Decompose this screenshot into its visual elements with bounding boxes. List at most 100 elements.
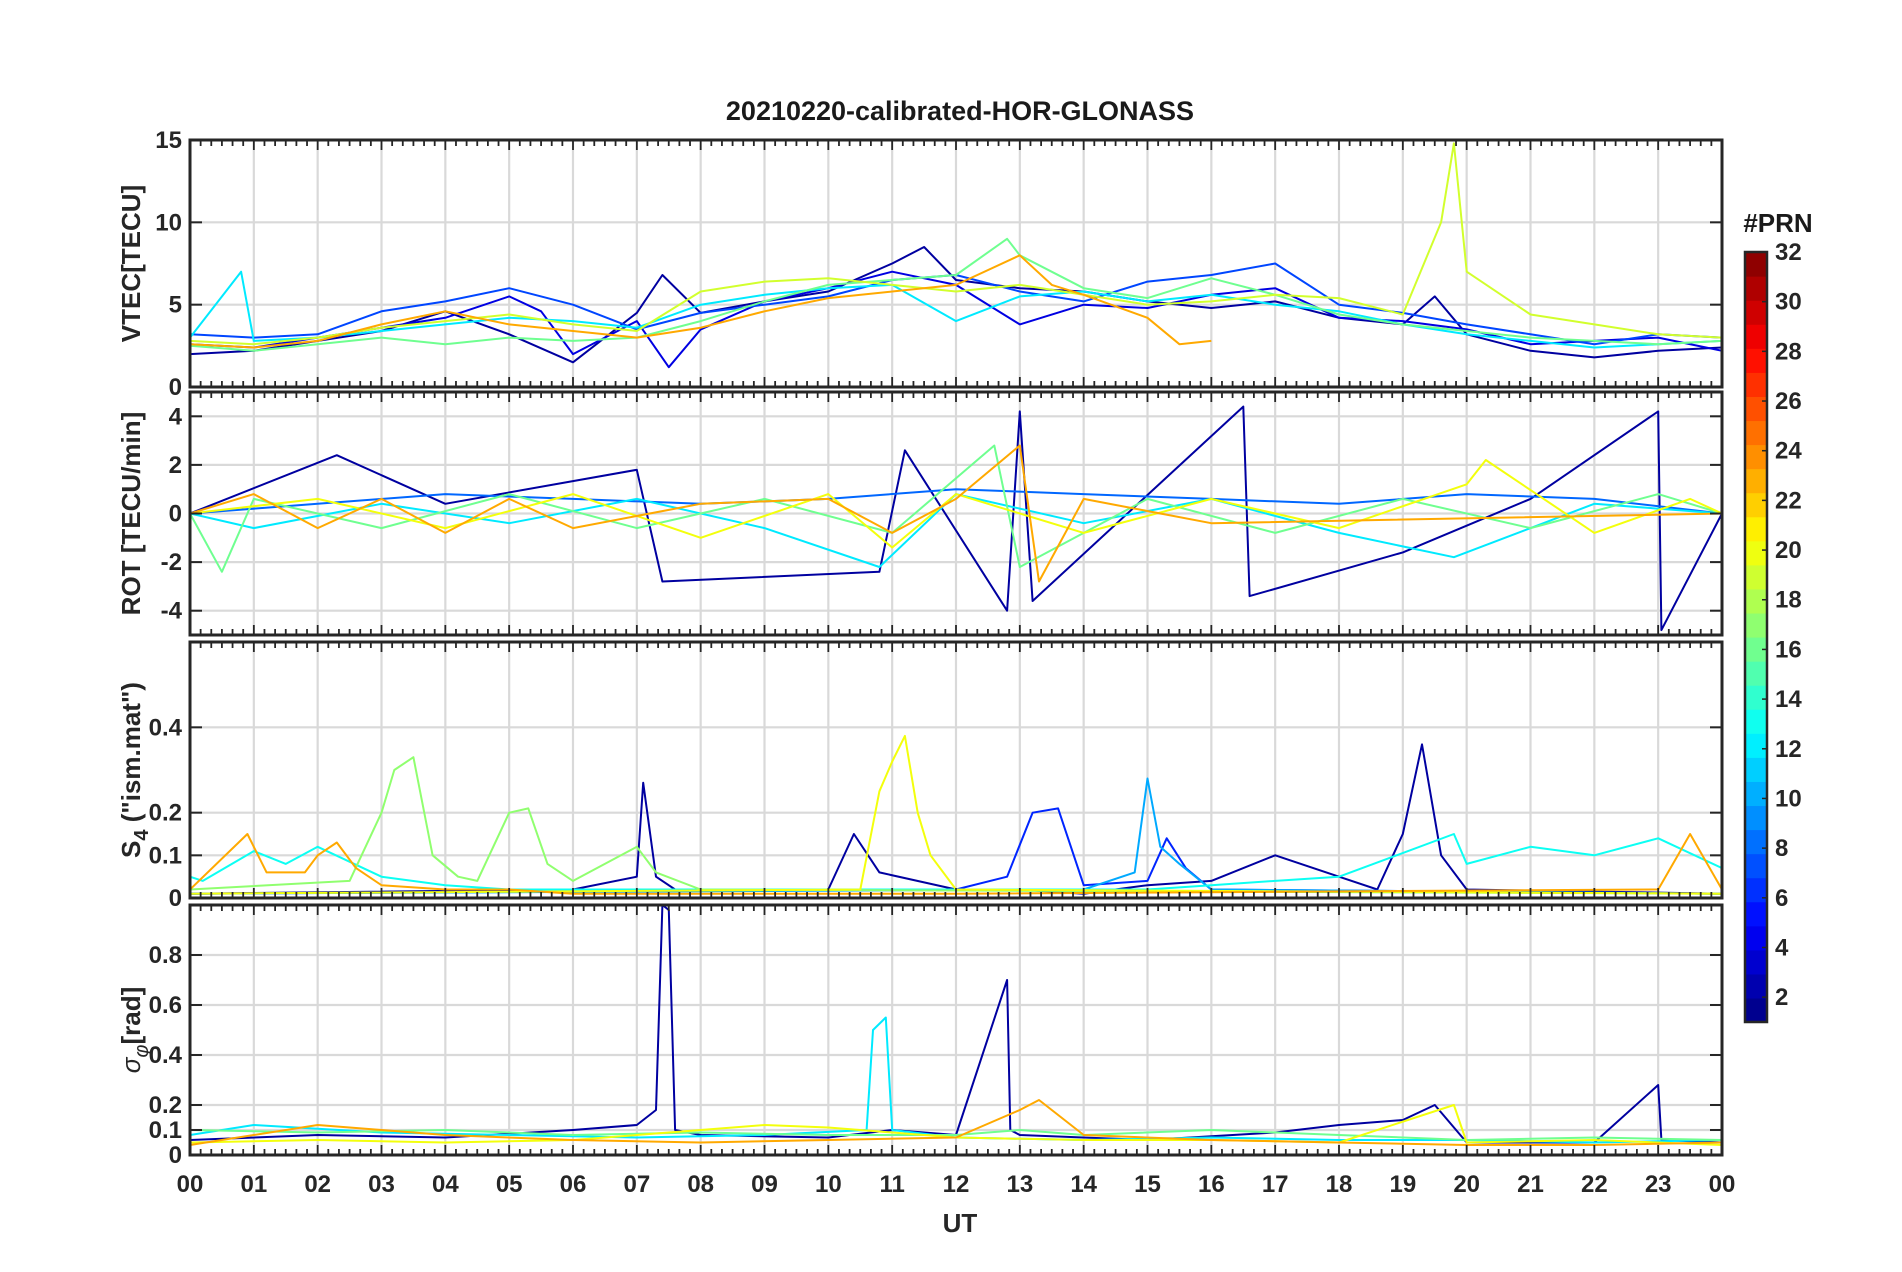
x-tick-label: 03 bbox=[368, 1171, 395, 1198]
colorbar-title: #PRN bbox=[1743, 208, 1812, 238]
colorbar-tick-label: 2 bbox=[1775, 984, 1788, 1011]
x-tick-label: 17 bbox=[1262, 1171, 1289, 1198]
panel-frame bbox=[188, 903, 1724, 1157]
colorbar-tick-label: 28 bbox=[1775, 338, 1802, 365]
y-tick-label: 15 bbox=[155, 127, 182, 154]
x-tick-label: 16 bbox=[1198, 1171, 1225, 1198]
colorbar-segment bbox=[1745, 853, 1767, 879]
x-tick-label: 06 bbox=[560, 1171, 587, 1198]
x-tick-label: 04 bbox=[432, 1171, 459, 1198]
x-tick-label: 22 bbox=[1581, 1171, 1608, 1198]
colorbar-segment bbox=[1745, 661, 1767, 686]
y-tick-label: 4 bbox=[169, 403, 183, 430]
x-tick-label: 05 bbox=[496, 1171, 523, 1198]
series-line-prn-23 bbox=[190, 833, 1722, 895]
y-axis-label-sub: φ bbox=[131, 1045, 153, 1058]
series-line-prn-23 bbox=[190, 1099, 1722, 1146]
x-axis-label: UT bbox=[943, 1208, 978, 1238]
colorbar-segment bbox=[1745, 492, 1767, 518]
colorbar-segment bbox=[1745, 588, 1767, 614]
chart-title: 20210220-calibrated-HOR-GLONASS bbox=[726, 96, 1194, 126]
y-tick-label: 0 bbox=[169, 374, 182, 401]
colorbar-tick-label: 10 bbox=[1775, 785, 1802, 812]
y-axis-label: VTEC[TECU] bbox=[116, 185, 146, 342]
colorbar-tick-label: 12 bbox=[1775, 736, 1802, 763]
colorbar-segment bbox=[1745, 805, 1767, 831]
colorbar-tick-label: 26 bbox=[1775, 388, 1802, 415]
colorbar-segment bbox=[1745, 468, 1767, 494]
y-tick-label: 0.4 bbox=[149, 714, 183, 741]
series-line-prn-12 bbox=[190, 1016, 1722, 1144]
x-tick-label: 12 bbox=[943, 1171, 970, 1198]
colorbar-segment bbox=[1745, 757, 1767, 782]
colorbar-segment bbox=[1745, 901, 1767, 927]
colorbar-segment bbox=[1745, 396, 1767, 422]
panel-3: 00.10.20.4S4 ("ism.mat") bbox=[116, 640, 1724, 912]
series-line-prn-19 bbox=[190, 142, 1722, 346]
panel-frame bbox=[188, 640, 1724, 900]
colorbar-segment bbox=[1745, 733, 1767, 758]
panel-4: 00.10.2 0.4 0.6 0.8 σφ[rad] bbox=[116, 903, 1724, 1169]
colorbar-tick-label: 16 bbox=[1775, 636, 1802, 663]
y-tick-label: 0.4 bbox=[149, 1042, 183, 1069]
colorbar-tick-label: 22 bbox=[1775, 487, 1802, 514]
series-line-prn-12 bbox=[190, 493, 1722, 568]
colorbar-segment bbox=[1745, 612, 1767, 638]
colorbar-segment bbox=[1745, 372, 1767, 397]
y-tick-label: 0 bbox=[169, 885, 182, 912]
series-line-prn-16 bbox=[190, 237, 1722, 352]
x-tick-label: 02 bbox=[304, 1171, 331, 1198]
x-tick-label: 15 bbox=[1134, 1171, 1161, 1198]
colorbar-segment bbox=[1745, 781, 1767, 807]
x-tick-label: 00 bbox=[1709, 1171, 1736, 1198]
y-tick-label: -2 bbox=[161, 549, 182, 576]
series-line-prn-2 bbox=[190, 905, 1722, 1144]
colorbar-tick-label: 18 bbox=[1775, 587, 1802, 614]
series-line-prn-20 bbox=[190, 459, 1722, 549]
colorbar-segment bbox=[1745, 516, 1767, 542]
series-line-prn-12 bbox=[190, 270, 1722, 349]
y-tick-label: 0.8 bbox=[149, 942, 182, 969]
colorbar-segment bbox=[1745, 997, 1767, 1023]
colorbar-segment bbox=[1745, 540, 1767, 566]
series-line-prn-16 bbox=[190, 1129, 1722, 1141]
colorbar-tick-label: 32 bbox=[1775, 239, 1802, 266]
x-tick-label: 00 bbox=[177, 1171, 204, 1198]
series-group bbox=[190, 142, 1722, 369]
colorbar-segment bbox=[1745, 348, 1767, 373]
series-group bbox=[190, 405, 1722, 632]
x-tick-label: 11 bbox=[879, 1171, 904, 1198]
colorbar-tick-label: 4 bbox=[1775, 934, 1789, 961]
x-tick-label: 10 bbox=[815, 1171, 842, 1198]
panel-frame bbox=[188, 138, 1724, 389]
colorbar-tick-label: 8 bbox=[1775, 835, 1788, 862]
colorbar-segment bbox=[1745, 252, 1767, 277]
series-line-prn-2 bbox=[190, 405, 1722, 632]
colorbar-tick-label: 24 bbox=[1775, 438, 1802, 465]
x-tick-label: 08 bbox=[687, 1171, 714, 1198]
y-tick-label: 10 bbox=[155, 209, 182, 236]
series-line-prn-23 bbox=[190, 254, 1212, 349]
y-tick-label: 2 bbox=[169, 452, 182, 479]
x-tick-label: 18 bbox=[1326, 1171, 1353, 1198]
colorbar-segment bbox=[1745, 420, 1767, 446]
y-axis-label: σφ[rad] bbox=[116, 987, 153, 1074]
x-tick-label: 07 bbox=[623, 1171, 650, 1198]
panel-2: -4 -2 0 2 4 ROT [TECU/min] bbox=[116, 390, 1724, 637]
colorbar-segment bbox=[1745, 276, 1767, 301]
y-tick-label: 0.2 bbox=[149, 800, 182, 827]
y-tick-label: 5 bbox=[169, 292, 182, 319]
series-line-prn-8 bbox=[190, 488, 1722, 515]
x-axis: 00 01 02 03 04 05 06 07 08 09 10 11 12 13 14 15 16 17 18 19… bbox=[177, 1171, 1736, 1198]
y-tick-label: 0 bbox=[169, 1142, 182, 1169]
colorbar-segment bbox=[1745, 925, 1767, 951]
x-tick-label: 13 bbox=[1006, 1171, 1033, 1198]
colorbar-segment bbox=[1745, 685, 1767, 710]
series-line-prn-23 bbox=[190, 444, 1722, 583]
colorbar-tick-label: 30 bbox=[1775, 289, 1802, 316]
series-line-prn-20 bbox=[190, 734, 1722, 895]
y-axis-label: S4 ("ism.mat") bbox=[116, 682, 153, 858]
colorbar-segment bbox=[1745, 300, 1767, 325]
